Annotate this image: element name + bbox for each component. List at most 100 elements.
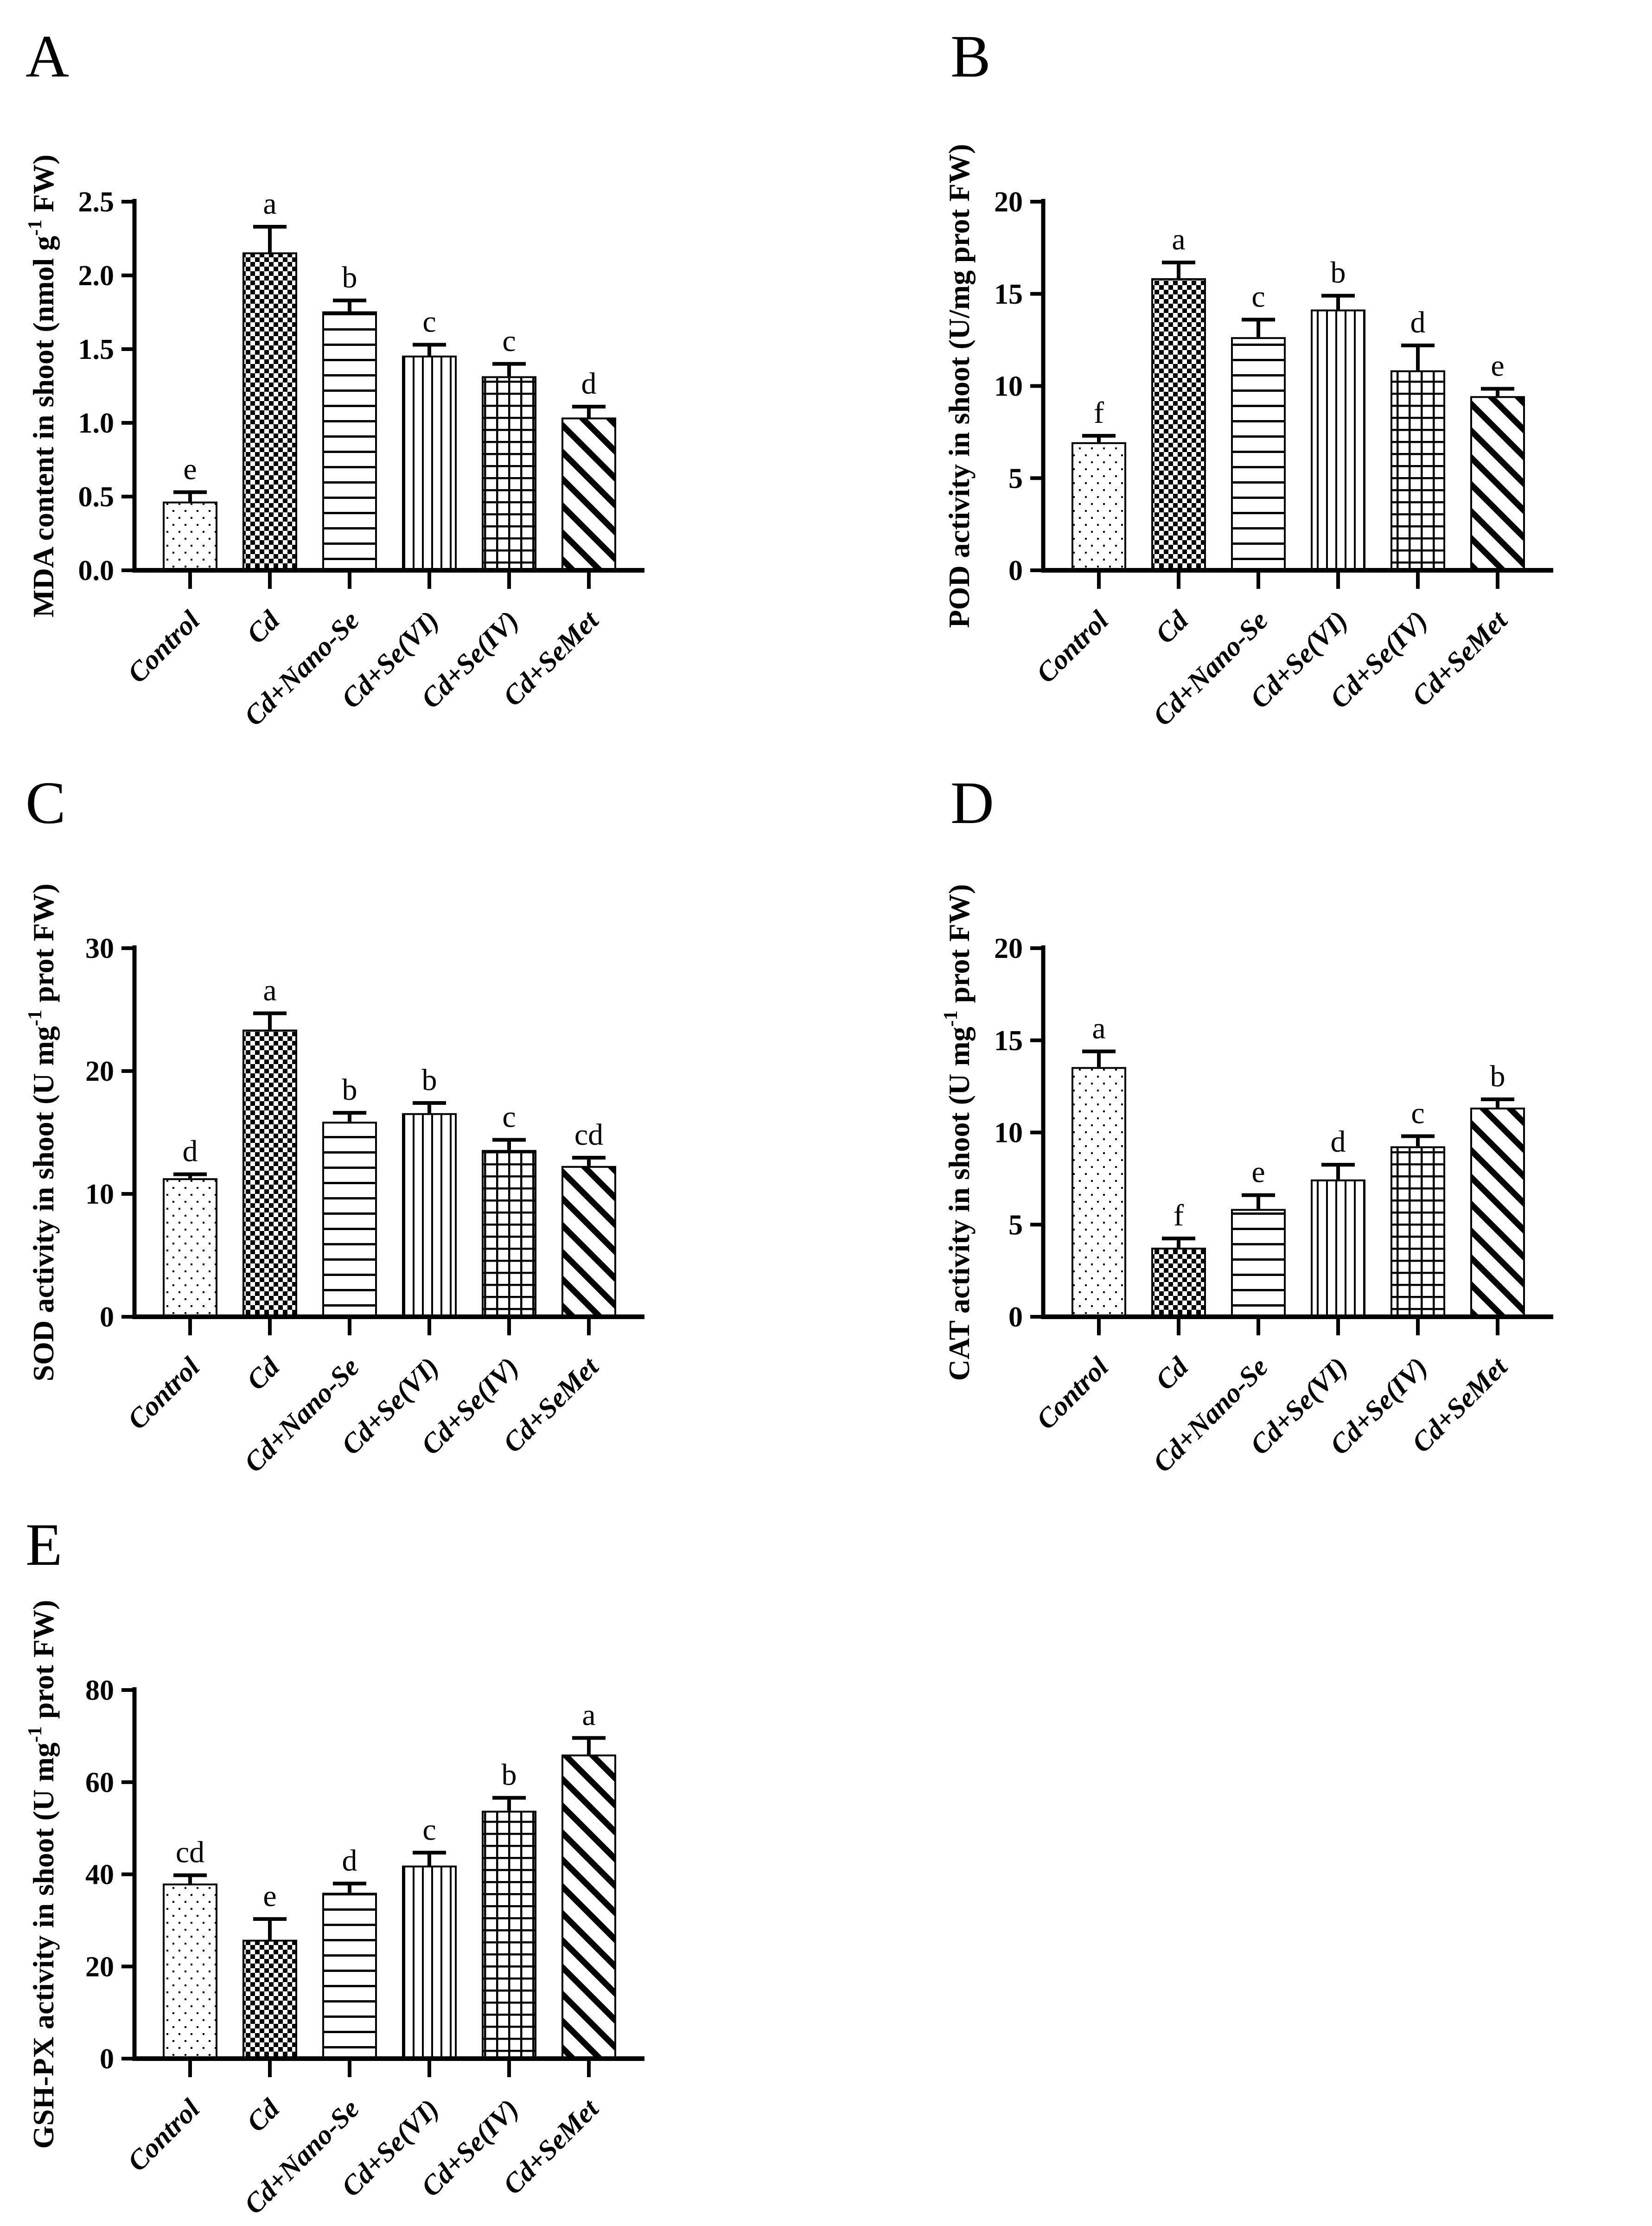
y-tick-label: 5 (1008, 463, 1023, 494)
bar-Cd+Se(VI) (402, 1113, 457, 1318)
y-tick-label: 10 (994, 1117, 1023, 1149)
significance-letter: f (1174, 1199, 1184, 1232)
significance-letter: e (263, 1879, 276, 1913)
bar-Cd+Se(IV) (1390, 1146, 1445, 1318)
y-tick-label: 0.5 (78, 481, 115, 513)
bar-Control (163, 1178, 217, 1318)
bar-Cd (1151, 278, 1206, 571)
x-category-label: Control (1030, 1351, 1114, 1435)
x-category-label: Control (1030, 605, 1114, 689)
y-tick-label: 30 (85, 933, 114, 964)
bar-Cd+Nano-Se (1231, 337, 1286, 572)
significance-letter: c (1251, 280, 1265, 313)
panel-c-sod-chart: C SOD activity in shoot (U mg-1 prot FW) d… (14, 753, 760, 1479)
panel-b-pod-chart: B POD activity in shoot (U/mg prot FW) f a c… (890, 7, 1637, 733)
bar-Cd+Se(IV) (482, 376, 536, 571)
bar-Cd+Se(VI) (402, 355, 457, 572)
y-tick-label: 2.5 (78, 186, 115, 218)
panel-letter: E (26, 1512, 62, 1578)
significance-letter: a (1092, 1012, 1105, 1046)
significance-letter: c (502, 324, 516, 358)
y-tick-label: 15 (994, 279, 1023, 310)
y-axis-label: SOD activity in shoot (U mg-1 prot FW) (25, 884, 60, 1382)
significance-letter: b (502, 1758, 517, 1792)
chart-e-svg: E GSH-PX activity in shoot (U mg-1 prot F… (25, 1512, 644, 2220)
y-tick-label: 0 (100, 2043, 114, 2075)
panel-letter: B (950, 23, 991, 90)
significance-letter: a (1172, 223, 1185, 256)
significance-letter: d (1331, 1125, 1346, 1159)
x-category-label: Control (121, 605, 205, 689)
x-category-label: Cd (241, 1351, 286, 1396)
significance-letter: c (502, 1100, 516, 1134)
bar-Control (163, 1883, 217, 2060)
bar-Cd (242, 1029, 297, 1318)
chart-c-svg: C SOD activity in shoot (U mg-1 prot FW) d… (25, 770, 644, 1478)
significance-letter: f (1094, 396, 1104, 430)
significance-letter: b (342, 1073, 357, 1107)
x-category-label: Cd (1149, 605, 1194, 650)
bar-Cd+SeMet (1470, 396, 1525, 571)
chart-d-svg: D CAT activity in shoot (U mg-1 prot FW) a… (940, 770, 1553, 1478)
y-tick-label: 0 (100, 1301, 114, 1333)
x-category-label: Control (121, 1351, 205, 1435)
bar-Cd+Se(IV) (482, 1150, 536, 1318)
panel-letter: C (26, 770, 66, 836)
y-axis-label: POD activity in shoot (U/mg prot FW) (943, 144, 976, 628)
significance-letter: a (263, 187, 276, 221)
significance-letter: d (1410, 306, 1426, 339)
bar-Cd+Nano-Se (1231, 1209, 1286, 1318)
y-tick-label: 0.0 (78, 555, 115, 587)
x-category-label: Cd (241, 605, 286, 650)
y-tick-label: 80 (85, 1675, 114, 1706)
significance-letter: e (1491, 349, 1504, 383)
bar-Cd+Se(VI) (1311, 309, 1365, 571)
y-axis-label: MDA content in shoot (nmol g-1 FW) (25, 154, 60, 618)
panel-letter: D (950, 770, 994, 836)
panel-letter: A (26, 23, 69, 90)
bar-Cd+SeMet (1470, 1107, 1525, 1318)
y-tick-label: 10 (85, 1179, 114, 1210)
y-axis-label: CAT activity in shoot (U mg-1 prot FW) (940, 884, 976, 1381)
bar-Cd (1151, 1247, 1206, 1318)
significance-letter: c (422, 1813, 436, 1847)
significance-letter: a (582, 1698, 595, 1732)
bar-Cd+Se(IV) (1390, 370, 1445, 571)
significance-letter: b (1490, 1059, 1505, 1093)
significance-letter: d (183, 1135, 198, 1168)
significance-letter: c (1411, 1096, 1424, 1130)
bar-Control (1072, 1067, 1126, 1318)
y-tick-label: 1.5 (78, 334, 115, 365)
bar-Cd+Se(VI) (402, 1865, 457, 2060)
y-axis-label: GSH-PX activity in shoot (U mg-1 prot FW… (25, 1600, 60, 2149)
y-tick-label: 15 (994, 1025, 1023, 1057)
y-tick-label: 20 (85, 1951, 114, 1983)
y-tick-label: 2.0 (78, 260, 115, 292)
x-category-label: Cd (241, 2093, 286, 2138)
bar-Cd (242, 252, 297, 571)
bar-Control (163, 501, 217, 571)
y-tick-label: 20 (85, 1056, 114, 1087)
significance-letter: a (263, 973, 276, 1007)
y-tick-label: 0 (1008, 1301, 1023, 1333)
y-tick-label: 20 (994, 933, 1023, 964)
bar-Cd+SeMet (561, 1166, 616, 1318)
significance-letter: c (422, 305, 436, 338)
y-tick-label: 1.0 (78, 408, 115, 439)
panel-e-gshpx-chart: E GSH-PX activity in shoot (U mg-1 prot F… (14, 1495, 760, 2221)
y-tick-label: 40 (85, 1859, 114, 1891)
significance-letter: cd (176, 1835, 204, 1869)
y-tick-label: 0 (1008, 555, 1023, 587)
bar-Cd+SeMet (561, 1754, 616, 2060)
panel-a-mda-chart: A MDA content in shoot (nmol g-1 FW) e a b c c… (14, 7, 760, 733)
bar-Cd (242, 1939, 297, 2060)
significance-letter: b (1331, 256, 1346, 290)
significance-letter: b (422, 1063, 437, 1097)
significance-letter: cd (574, 1118, 603, 1152)
y-tick-label: 10 (994, 371, 1023, 402)
significance-letter: e (1251, 1155, 1265, 1189)
y-tick-label: 5 (1008, 1209, 1023, 1241)
bar-Cd+Nano-Se (322, 311, 377, 571)
bar-Cd+SeMet (561, 417, 616, 572)
significance-letter: e (183, 452, 197, 486)
